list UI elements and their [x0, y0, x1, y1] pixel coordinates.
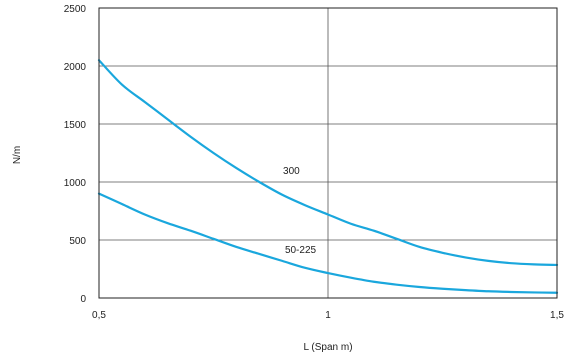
- series-annotation-1: 300: [283, 166, 300, 177]
- y-tick-label: 2000: [64, 62, 87, 73]
- x-axis-ticks: 0,5 1 1,5: [92, 310, 564, 321]
- y-tick-label: 500: [69, 236, 86, 247]
- y-tick-label: 2500: [64, 4, 87, 15]
- gridlines: [99, 8, 557, 298]
- y-axis-ticks: 0 500 1000 1500 2000 2500: [64, 4, 87, 305]
- x-axis-label: L (Span m): [303, 342, 352, 353]
- series-annotations: 300 50-225: [283, 166, 317, 256]
- x-tick-label: 1,5: [550, 310, 564, 321]
- x-tick-label: 1: [325, 310, 331, 321]
- x-tick-label: 0,5: [92, 310, 106, 321]
- y-axis-label: N/m: [12, 146, 23, 164]
- series-annotation-2: 50-225: [285, 245, 317, 256]
- y-tick-label: 1000: [64, 178, 87, 189]
- y-tick-label: 0: [80, 294, 86, 305]
- y-tick-label: 1500: [64, 120, 87, 131]
